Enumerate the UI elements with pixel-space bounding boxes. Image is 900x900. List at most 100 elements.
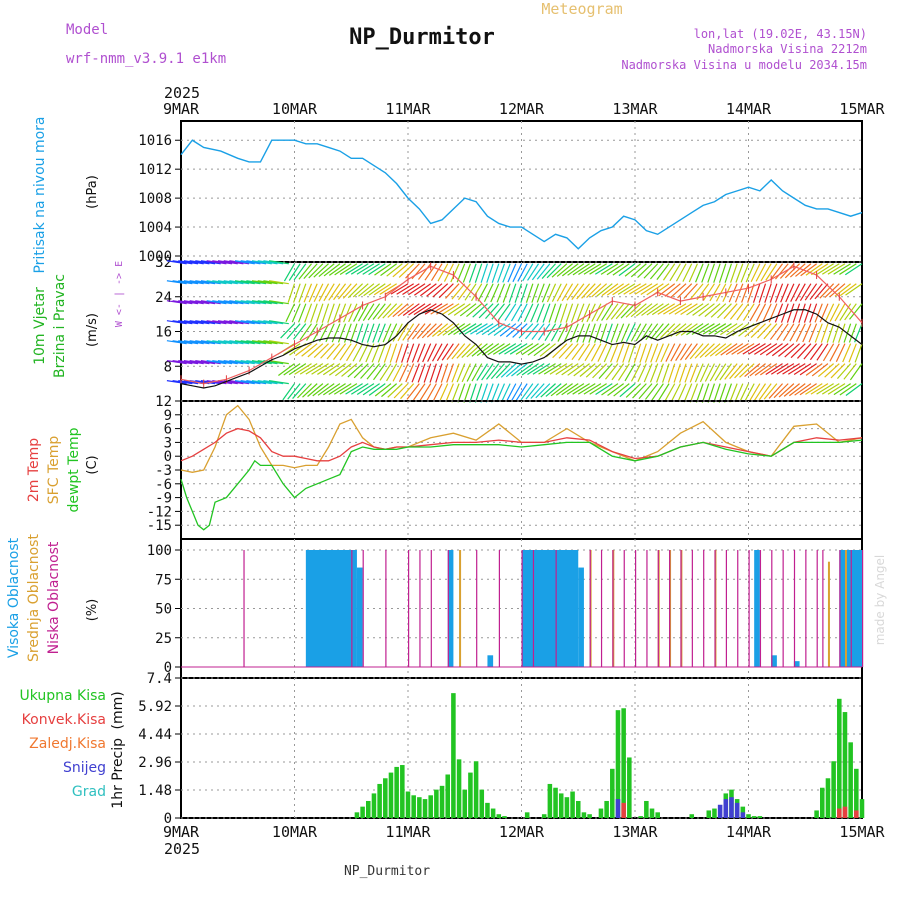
wind-barb — [490, 283, 500, 303]
wind-barb — [650, 343, 659, 363]
wind-barb — [240, 260, 261, 265]
wind-barb — [617, 363, 630, 381]
wind-barb — [803, 343, 818, 360]
footer-station: NP_Durmitor — [344, 864, 430, 879]
wind-barb — [555, 383, 573, 396]
wind-barb — [591, 303, 602, 322]
wind-barb — [554, 303, 562, 323]
mid-cloud-bar — [827, 561, 830, 667]
wind-barb — [613, 383, 630, 397]
total_precip-bar — [479, 789, 485, 818]
high-cloud-bar — [793, 661, 800, 667]
wind-barb — [379, 363, 392, 381]
wind-barb — [427, 343, 437, 362]
total_precip-bar — [558, 793, 564, 818]
total_precip-bar — [627, 757, 632, 818]
wind-barb — [667, 363, 676, 383]
wind-barb — [811, 363, 829, 377]
total_precip-bar — [570, 791, 575, 818]
wind-barb — [466, 343, 483, 358]
wind-barb — [517, 303, 528, 322]
wind-barb — [504, 343, 522, 355]
wind-barb — [328, 383, 346, 395]
wind-barb — [178, 280, 199, 285]
x-axis-bottom: 9MAR 10MAR 11MAR 12MAR 13MAR 14MAR 15MAR — [163, 823, 886, 841]
wind-barb — [750, 263, 761, 283]
wind-barb — [337, 283, 352, 300]
wind-barb — [183, 300, 204, 305]
precip-legend-item: Ukupna Kisa — [19, 688, 106, 704]
wind-barb — [785, 283, 795, 303]
temp-ytick-label: 6 — [164, 422, 172, 438]
pressure-ytick-label: 1012 — [138, 162, 172, 178]
wind-barb — [760, 263, 772, 282]
low-cloud-bar — [862, 550, 864, 667]
wind-barb — [780, 283, 789, 303]
wind-barb — [546, 283, 557, 303]
wind-barb — [397, 303, 415, 317]
wind-barb — [392, 323, 403, 342]
wind-barb — [704, 303, 721, 318]
wind-barb — [229, 300, 250, 305]
wind-barb — [251, 300, 272, 305]
wind-barb — [283, 363, 301, 376]
wind-barb — [809, 343, 823, 361]
precip-panel: 0 1.48 2.96 4.44 5.92 7.4 — [138, 671, 865, 827]
low-cloud-bar — [771, 550, 773, 667]
wind-barb — [195, 360, 216, 365]
wind-barb — [495, 363, 511, 379]
wind-barb — [447, 303, 466, 316]
wind-barb — [166, 360, 187, 365]
wind-barb — [286, 323, 301, 340]
wind-barb — [470, 283, 483, 302]
wind-barb — [240, 380, 261, 385]
mid-cloud-bar — [844, 550, 847, 667]
low-cloud-bar — [737, 550, 739, 667]
wind-barb — [827, 383, 846, 395]
wind-barb — [251, 280, 272, 285]
wind-barb — [461, 363, 471, 383]
wind-barb — [584, 343, 596, 362]
low-cloud-bar — [816, 550, 818, 667]
wind-barb — [456, 363, 466, 383]
wind-barb — [229, 260, 250, 265]
wind-barb — [848, 343, 857, 363]
wind-barb — [441, 343, 454, 361]
wind-barb — [530, 303, 540, 323]
wind-barb — [606, 263, 624, 276]
wind-barb — [536, 263, 551, 280]
wind-barb — [525, 283, 534, 303]
wind-barb — [576, 303, 585, 323]
wind-barb — [540, 383, 556, 398]
wind-barb — [709, 283, 721, 302]
wind-barb — [744, 363, 761, 378]
wind-barb — [714, 323, 732, 335]
wind-barb — [200, 320, 221, 325]
wind-barb — [844, 263, 863, 276]
wind-barb — [263, 340, 284, 345]
wind-barb — [166, 260, 187, 265]
wind-barb — [694, 343, 710, 359]
wind-barb — [734, 383, 744, 403]
wind-barb — [649, 363, 659, 383]
wind-barb — [353, 363, 369, 379]
wind-barb — [299, 363, 318, 375]
wind-barb — [480, 383, 489, 403]
wind-barb — [677, 383, 687, 403]
wind-barb — [650, 323, 664, 340]
wind-barb — [437, 323, 454, 337]
wind-barb — [611, 363, 625, 381]
wind-barb — [670, 283, 687, 298]
wind-barb — [342, 283, 358, 299]
wind-barb — [514, 283, 523, 303]
low-cloud-bar — [419, 550, 421, 667]
precip-legend-item: Zaledj.Kisa — [29, 736, 106, 752]
wind-barb — [594, 323, 602, 343]
wind-barb — [407, 323, 420, 341]
wind-barb — [834, 283, 852, 297]
wind-barb — [308, 263, 324, 279]
wind-barb — [377, 323, 386, 343]
wind-barb — [794, 383, 812, 396]
wind-barb — [234, 380, 255, 385]
